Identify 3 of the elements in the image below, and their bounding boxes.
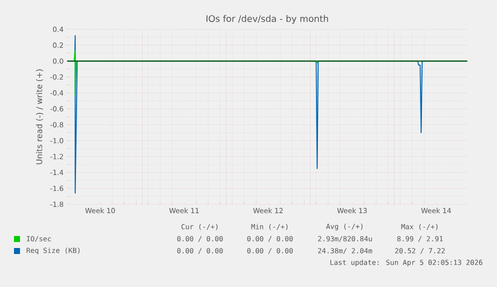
chart-title: IOs for /dev/sda - by month [206,15,328,24]
y-axis-title: Units read (-) / write (+) [36,69,44,164]
line-series [66,49,468,96]
